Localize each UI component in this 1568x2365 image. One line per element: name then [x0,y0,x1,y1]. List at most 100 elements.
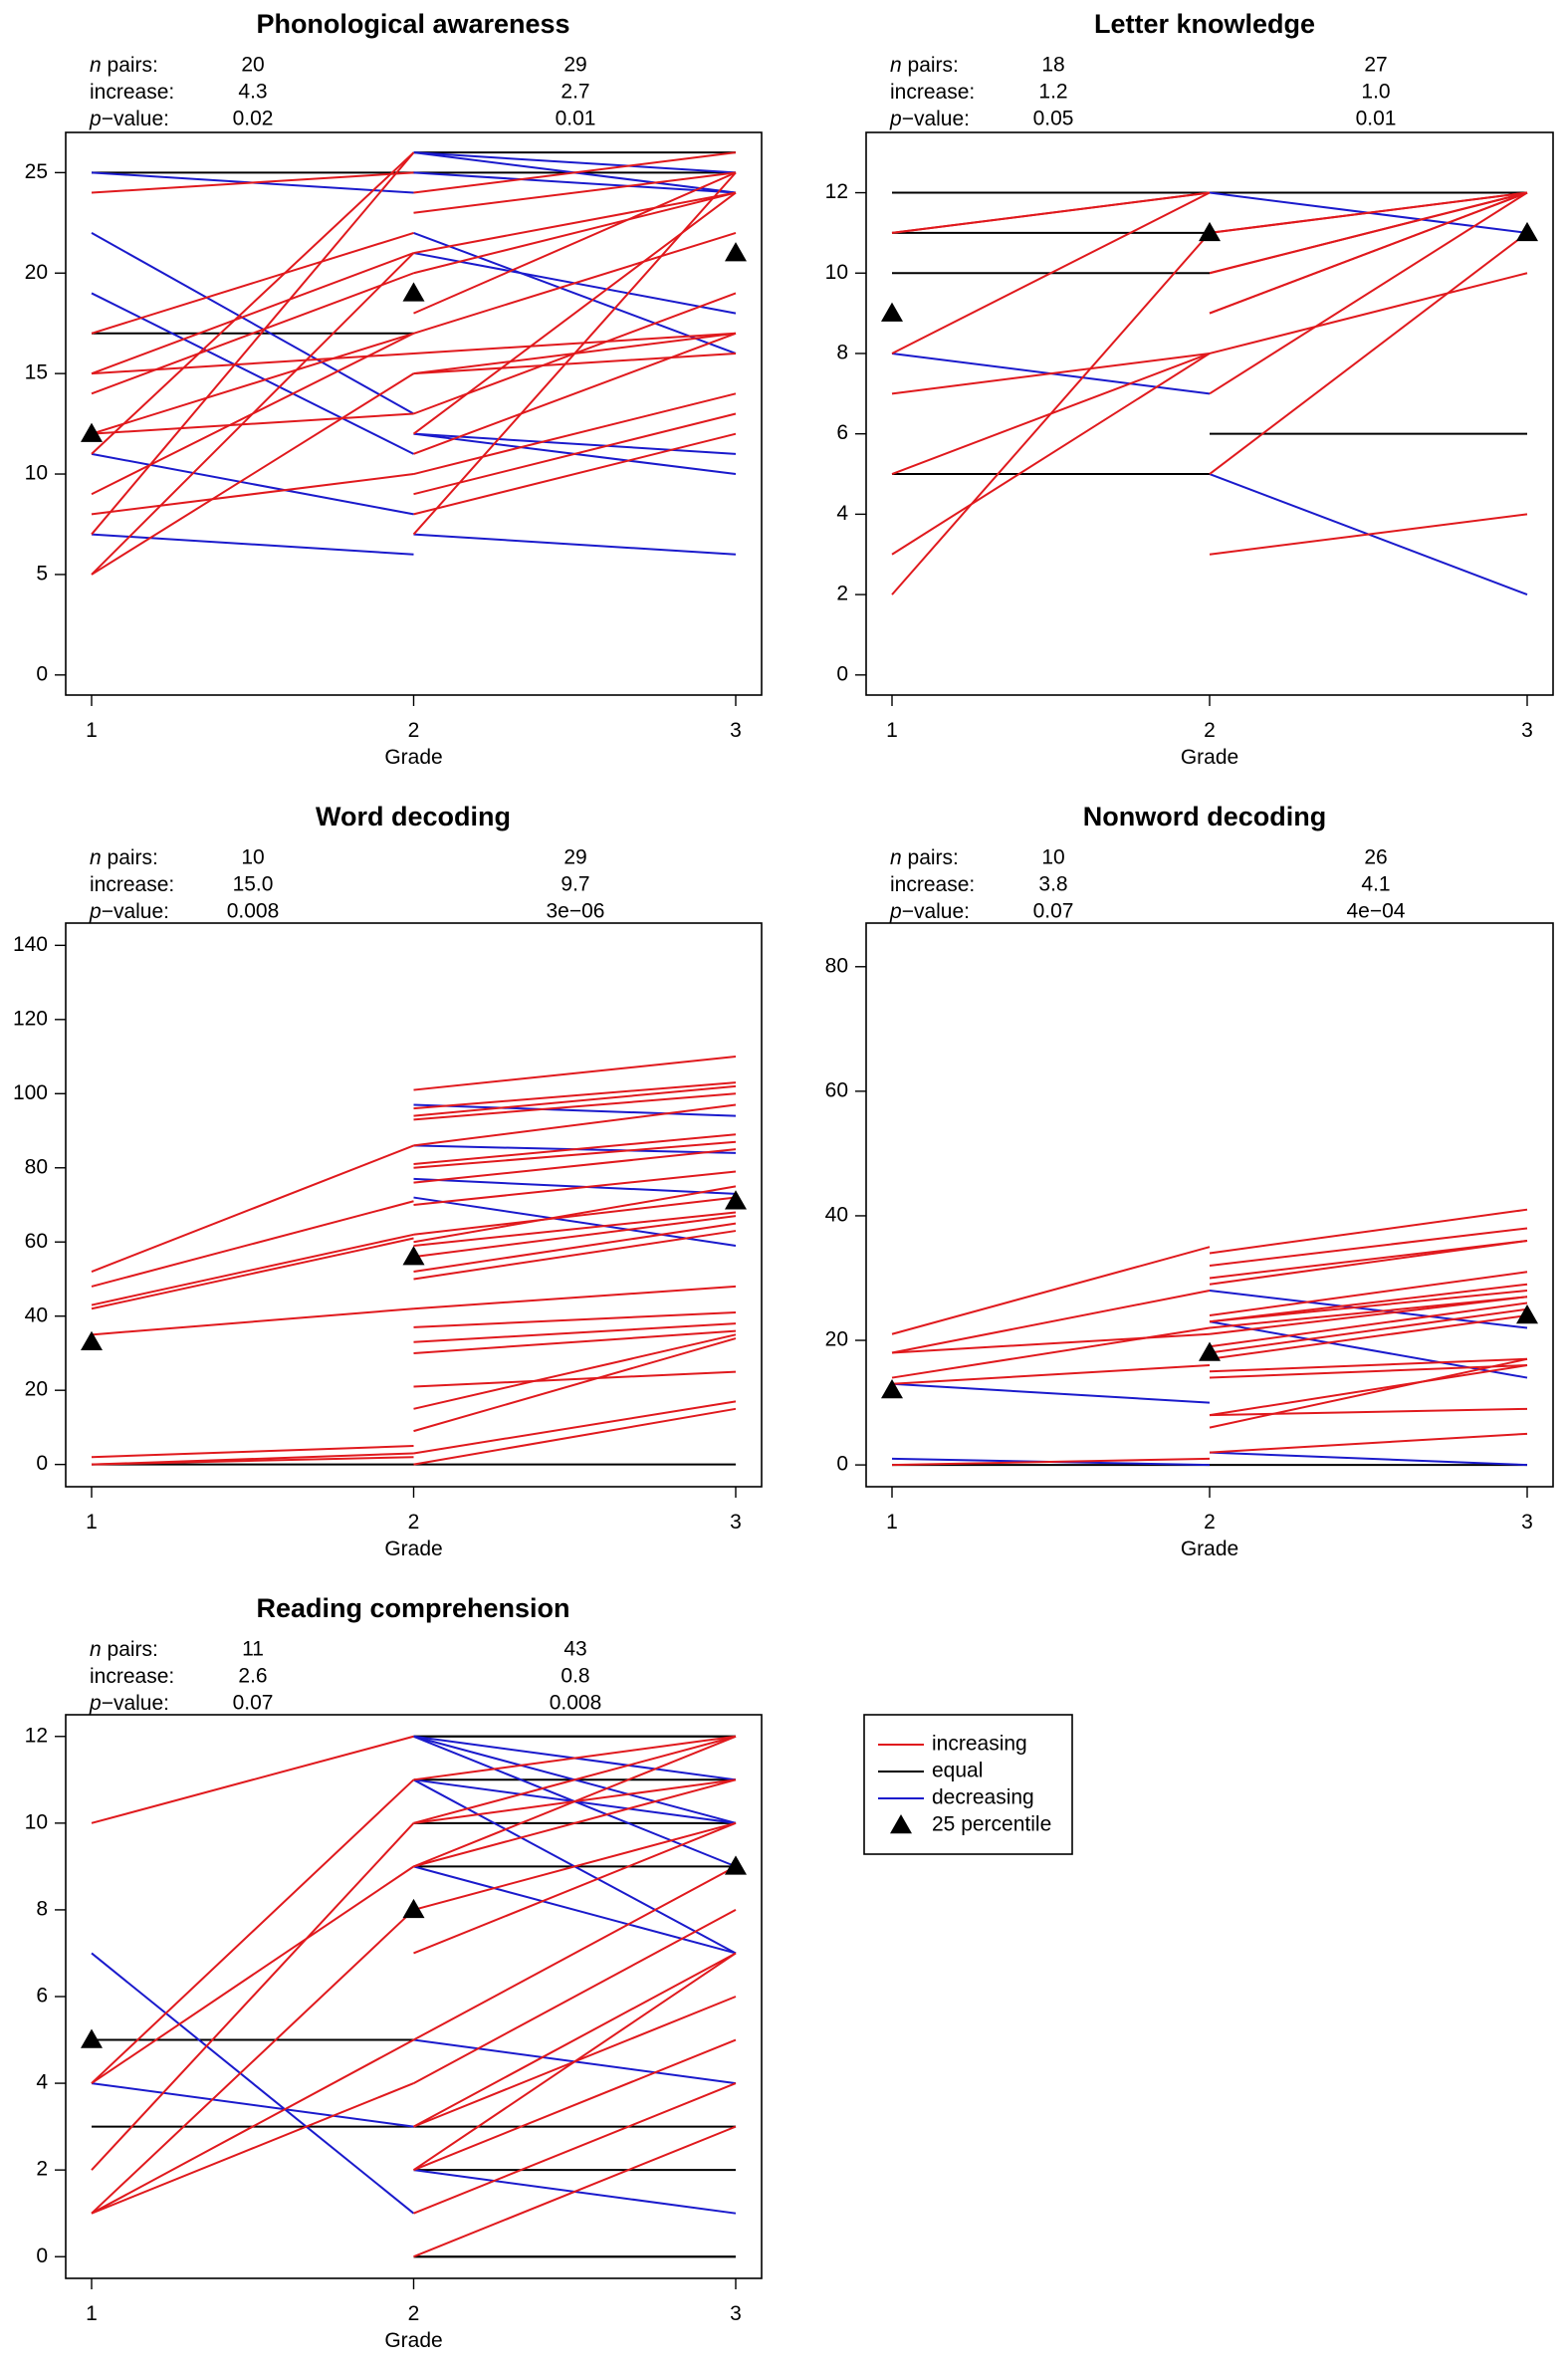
p-value-value: 3e−06 [547,900,605,923]
p-value-value: 0.02 [233,108,274,130]
n-pairs-label: n pairs: [90,846,158,869]
segment-increasing [91,231,414,335]
segment-increasing [891,1457,1211,1467]
segment-increasing [91,352,414,375]
percentile-marker [881,302,903,322]
segment-increasing [413,171,737,315]
x-tick-label: 1 [886,1511,898,1534]
segment-increasing [1209,1283,1528,1323]
segment-increasing [891,1290,1211,1354]
segment-decreasing [413,171,737,194]
y-tick-label: 12 [825,180,848,203]
y-tick-label: 10 [25,1810,48,1833]
y-tick-label: 60 [25,1230,48,1253]
segment-decreasing [91,292,414,455]
percentile-marker [725,242,747,262]
segment-decreasing [413,1196,737,1247]
chart-title: Nonword decoding [1083,802,1326,831]
segment-increasing [1209,1239,1528,1280]
segment-increasing [891,1332,1211,1354]
legend-swatch-percentile [890,1814,912,1834]
segment-increasing [413,1092,737,1121]
segment-increasing [91,252,414,375]
segment-increasing [891,232,1211,595]
segment-increasing [413,1056,737,1091]
percentile-marker [1199,1341,1221,1361]
increase-label: increase: [90,873,174,896]
segment-increasing [91,272,414,395]
segment-increasing [413,1735,737,1868]
segment-increasing [413,1329,737,1354]
segment-increasing [1209,191,1528,234]
segment-increasing [91,1237,414,1310]
p-value-label: p−value: [89,900,169,923]
percentile-marker [725,1855,747,1875]
legend-label-percentile: 25 percentile [932,1813,1051,1836]
segment-increasing [1209,1307,1528,1354]
n-pairs-value: 29 [563,54,586,77]
segment-increasing [891,1326,1211,1379]
y-tick-label: 10 [25,462,48,485]
y-tick-label: 60 [825,1078,848,1101]
segment-decreasing [1209,1290,1528,1329]
series-lines [91,151,737,576]
percentile-marker [81,2028,103,2048]
segment-increasing [91,2038,414,2215]
segment-increasing [413,1909,737,2084]
segment-increasing [413,352,737,375]
segment-decreasing [413,1103,737,1117]
n-pairs-value: 10 [241,846,264,869]
segment-increasing [1209,1314,1528,1360]
segment-increasing [413,1170,737,1206]
x-tick-label: 1 [86,2302,98,2325]
increase-label: increase: [90,1665,174,1688]
segment-decreasing [91,232,414,415]
y-tick-label: 20 [25,261,48,284]
y-tick-label: 40 [25,1303,48,1326]
p-value-value: 0.07 [1033,900,1074,923]
segment-increasing [413,1333,737,1410]
segment-increasing [891,191,1211,234]
x-tick-label: 3 [1521,719,1533,742]
y-tick-label: 20 [25,1378,48,1401]
segment-increasing [91,1307,414,1336]
segment-increasing [413,1735,737,1781]
y-tick-label: 2 [836,583,848,605]
segment-increasing [91,1144,414,1273]
increase-label: increase: [890,81,975,104]
segment-increasing [413,1407,737,1466]
legend-label-equal: equal [932,1760,983,1782]
segment-increasing [91,1909,415,2215]
segment-increasing [413,1230,737,1281]
y-tick-label: 4 [36,2071,48,2094]
percentile-marker [881,1379,903,1399]
segment-increasing [1209,1296,1528,1335]
x-axis-label: Grade [1181,746,1238,769]
y-tick-label: 2 [36,2158,48,2181]
percentile-marker [402,282,425,302]
increase-value: 1.2 [1038,81,1067,104]
p-value-label: p−value: [89,108,169,130]
x-tick-label: 3 [730,719,742,742]
segment-increasing [413,1735,737,1824]
segment-decreasing [91,2082,414,2128]
p-value-label: p−value: [889,900,970,923]
segment-increasing [891,353,1211,556]
n-pairs-value: 11 [242,1638,264,1661]
x-axis-label: Grade [1181,1537,1238,1560]
segment-increasing [1209,1289,1528,1323]
segment-increasing [891,191,1211,355]
segment-increasing [413,171,737,214]
segment-increasing [91,332,414,435]
segment-increasing [1209,1271,1528,1317]
segment-increasing [413,392,737,476]
segment-increasing [91,1456,414,1466]
segment-increasing [891,352,1211,395]
segment-increasing [412,1952,737,2171]
segment-increasing [413,1196,737,1236]
segment-increasing [91,473,414,516]
chart-title: Word decoding [316,802,511,831]
increase-label: increase: [90,81,174,104]
p-value-value: 0.008 [227,900,280,923]
